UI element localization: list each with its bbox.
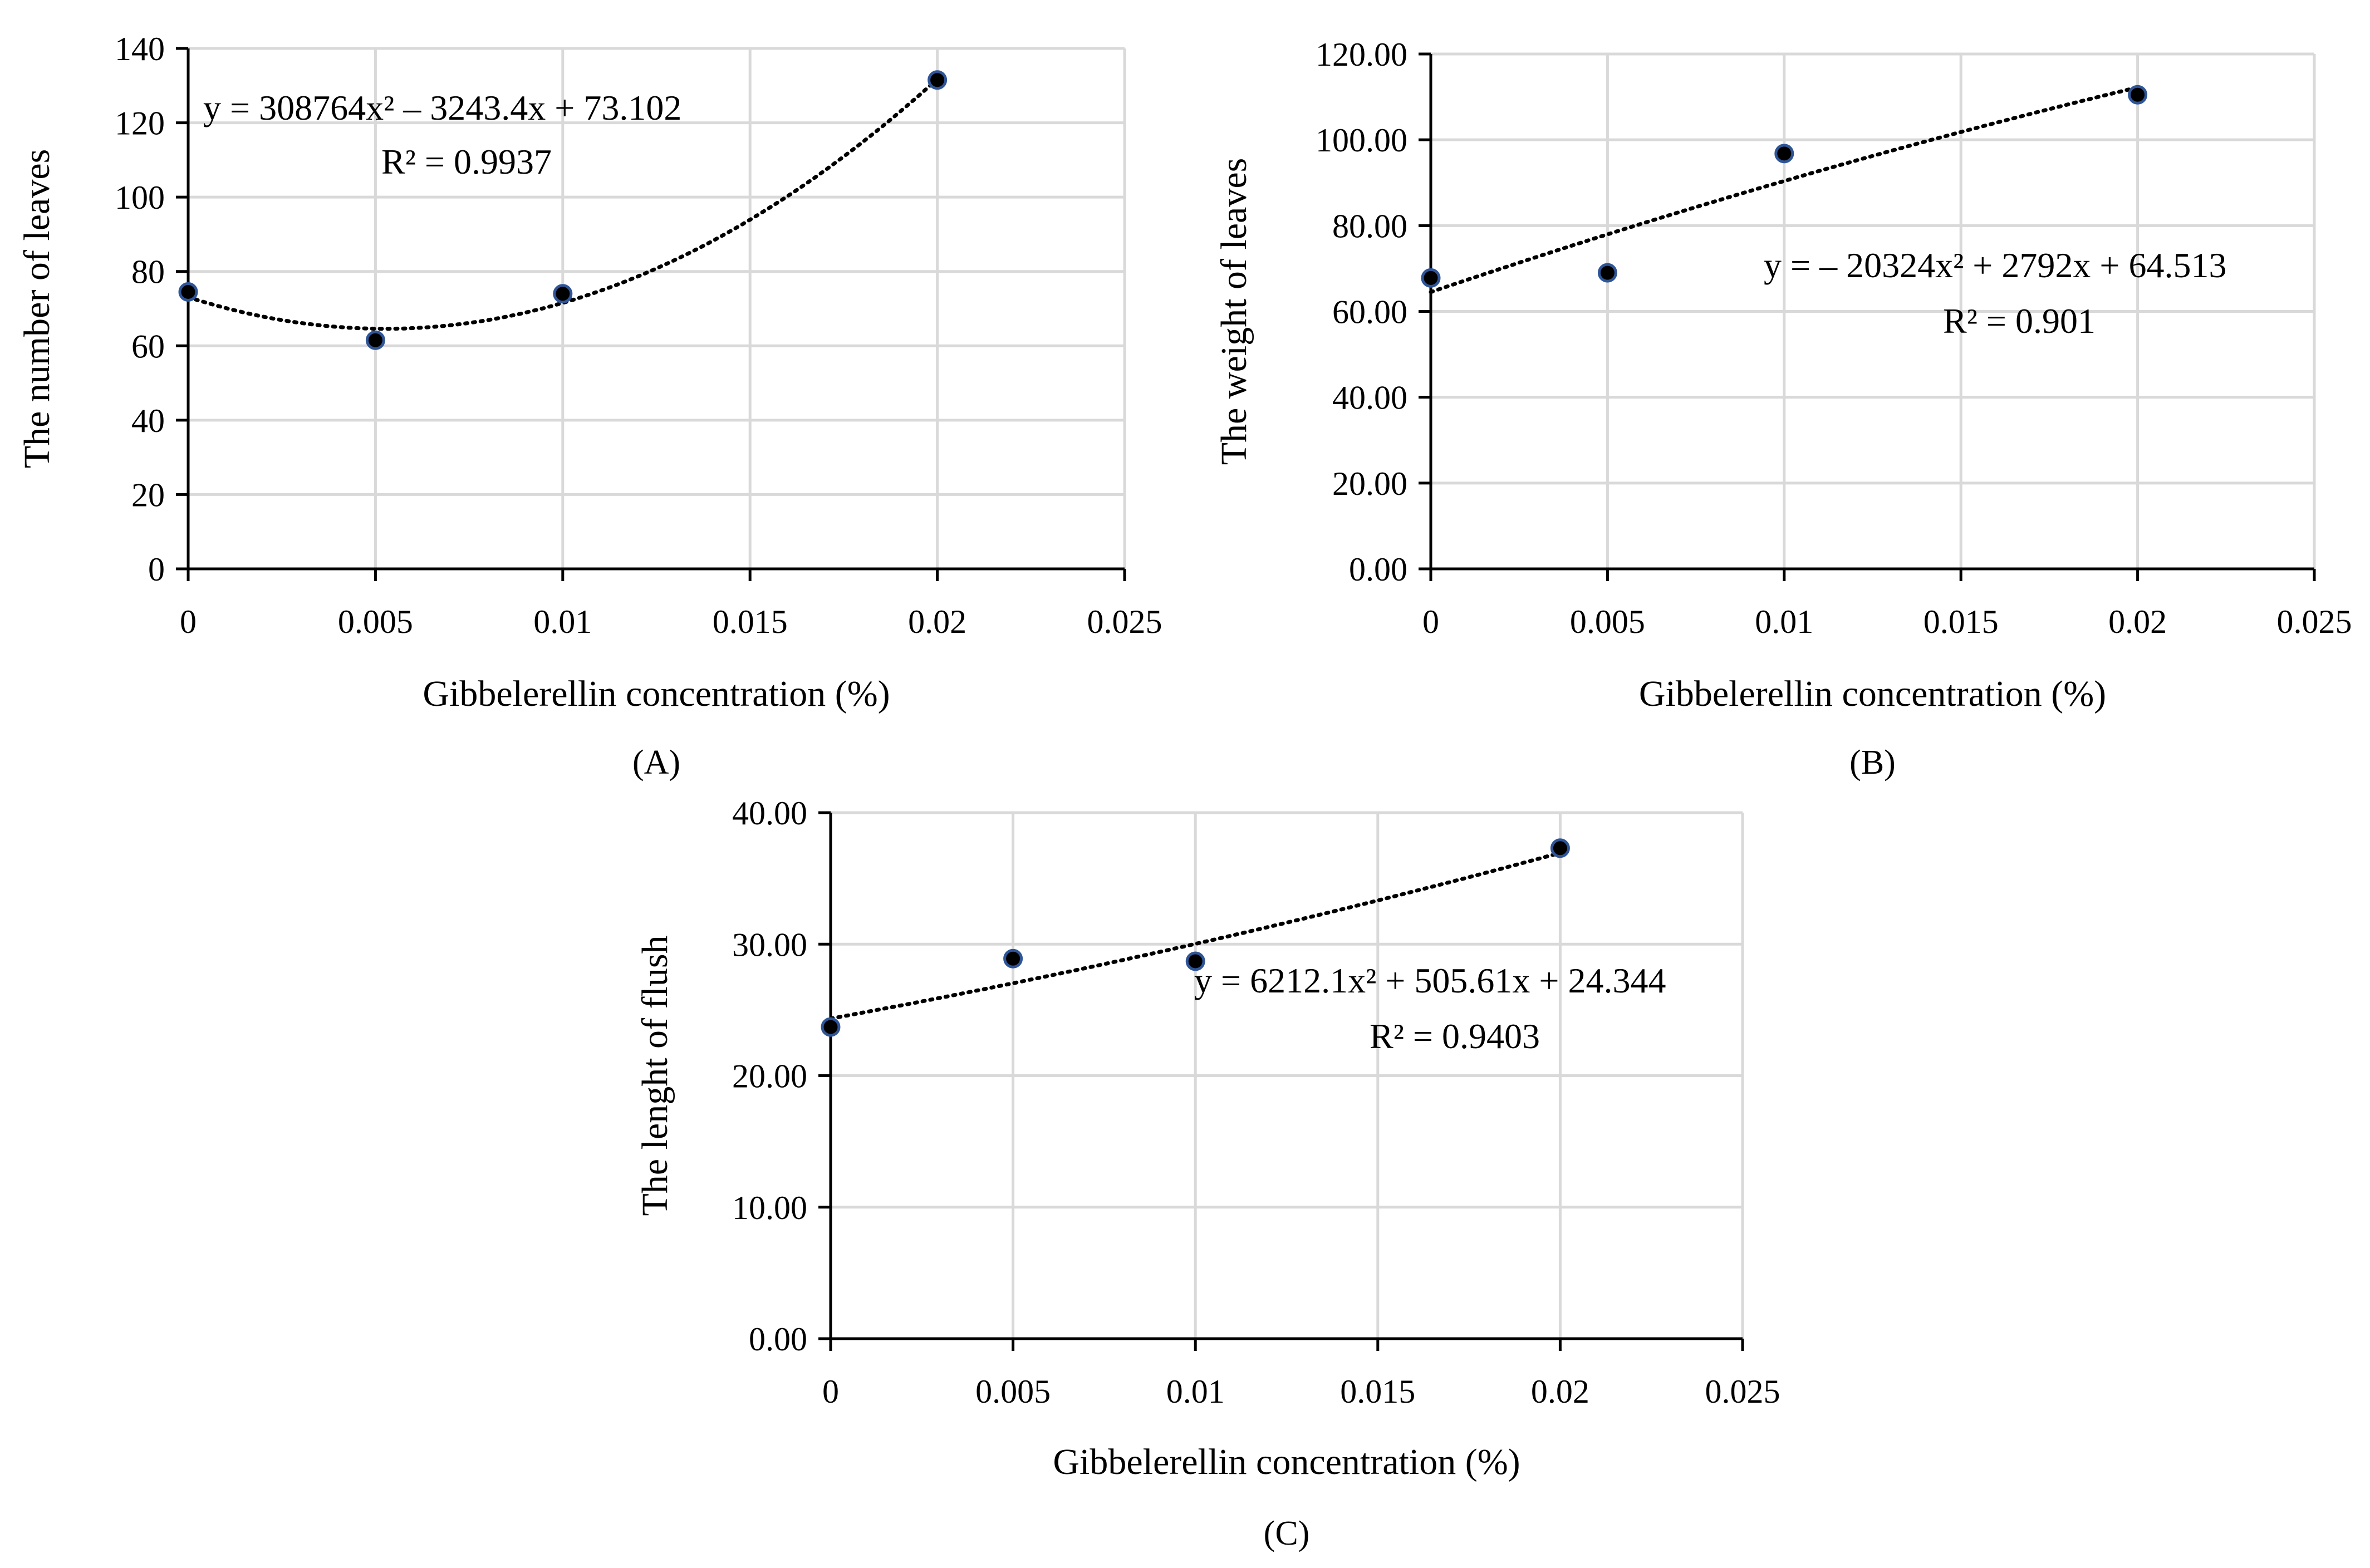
chart-c-ytick-label: 20.00: [732, 1058, 807, 1095]
chart-c-point: [1185, 951, 1205, 971]
chart-b-point: [1597, 263, 1617, 283]
chart-b-xtick-label: 0.005: [1570, 603, 1645, 640]
chart-a-x-axis-title: Gibbelerellin concentration (%): [423, 674, 890, 714]
chart-c-r-squared: R² = 0.9403: [1370, 1016, 1540, 1056]
chart-c-panel-label: (C): [1264, 1515, 1310, 1552]
chart-a-point: [365, 330, 385, 350]
chart-c-xtick-label: 0.015: [1340, 1373, 1415, 1410]
chart-c-xtick-label: 0.005: [975, 1373, 1051, 1410]
chart-c-ytick-label: 10.00: [732, 1189, 807, 1226]
chart-b-y-axis-title: The weight of leaves: [1214, 158, 1254, 465]
chart-b-xtick-label: 0.025: [2277, 603, 2352, 640]
chart-b: 0 0.005 0.01 0.015 0.02 0.025 0.00 20.00 40.00 60…: [1214, 36, 2352, 781]
chart-a-xtick-label: 0.015: [713, 603, 788, 640]
chart-a-equation: y = 308764x² – 3243.4x + 73.102: [203, 88, 681, 127]
chart-b-ytick-label: 60.00: [1332, 294, 1407, 331]
chart-b-ytick-label: 100.00: [1316, 122, 1407, 159]
chart-c-x-axis-title: Gibbelerellin concentration (%): [1053, 1442, 1520, 1482]
chart-b-xtick-label: 0.015: [1924, 603, 1999, 640]
chart-c-trendline: [828, 851, 1562, 1021]
chart-c-point: [821, 1017, 841, 1037]
chart-b-ytick-label: 0.00: [1349, 551, 1407, 588]
chart-a-xtick-label: 0: [180, 603, 197, 640]
chart-a-ytick-label: 140: [115, 31, 165, 67]
chart-a-ytick-label: 0: [148, 551, 165, 588]
chart-b-r-squared: R² = 0.901: [1943, 301, 2096, 341]
chart-a-ytick-label: 60: [131, 328, 165, 365]
chart-a-point: [178, 282, 198, 302]
chart-c-y-axis-title: The lenght of flush: [635, 935, 675, 1216]
chart-a-ytick-label: 40: [131, 402, 165, 439]
chart-a-point: [928, 70, 948, 90]
chart-a-r-squared: R² = 0.9937: [381, 142, 552, 181]
chart-b-xtick-label: 0.01: [1755, 603, 1813, 640]
chart-b-ytick-label: 40.00: [1332, 380, 1407, 416]
chart-a: 0 0.005 0.01 0.015 0.02 0.025 0 20 40 60 80 100 120 1…: [17, 31, 1162, 781]
chart-c-ytick-label: 30.00: [732, 926, 807, 963]
chart-b-x-axis-title: Gibbelerellin concentration (%): [1639, 674, 2106, 714]
chart-a-xtick-label: 0.005: [338, 603, 413, 640]
chart-a-ytick-label: 100: [115, 179, 165, 216]
chart-a-xtick-label: 0.025: [1087, 603, 1162, 640]
chart-c-xtick-label: 0.02: [1531, 1373, 1589, 1410]
chart-b-ytick-label: 20.00: [1332, 465, 1407, 502]
chart-a-ytick-label: 80: [131, 254, 165, 291]
chart-b-ytick-label: 80.00: [1332, 208, 1407, 244]
chart-c-equation: y = 6212.1x² + 505.61x + 24.344: [1194, 961, 1666, 1000]
chart-c-ytick-label: 40.00: [732, 795, 807, 832]
chart-b-equation: y = – 20324x² + 2792x + 64.513: [1764, 245, 2226, 285]
chart-b-point: [2128, 85, 2148, 105]
chart-c: 0 0.005 0.01 0.015 0.02 0.025 0.00 10.00 20.00 30…: [635, 795, 1780, 1552]
chart-a-ytick-label: 120: [115, 105, 165, 142]
chart-a-xtick-label: 0.01: [533, 603, 592, 640]
chart-c-xtick-label: 0.01: [1166, 1373, 1225, 1410]
chart-b-xtick-label: 0.02: [2108, 603, 2167, 640]
chart-c-xtick-label: 0: [822, 1373, 839, 1410]
chart-c-ytick-label: 0.00: [749, 1321, 807, 1358]
chart-c-point: [1550, 838, 1570, 858]
chart-a-ytick-label: 20: [131, 476, 165, 513]
chart-a-point: [553, 284, 573, 304]
chart-b-xtick-label: 0: [1422, 603, 1439, 640]
chart-a-xtick-label: 0.02: [908, 603, 966, 640]
chart-b-ytick-label: 120.00: [1316, 36, 1407, 73]
chart-c-point: [1003, 948, 1023, 969]
chart-b-panel-label: (B): [1849, 744, 1896, 781]
chart-a-y-axis-title: The number of leaves: [17, 149, 57, 469]
chart-a-panel-label: (A): [632, 744, 680, 781]
chart-b-point: [1421, 268, 1441, 288]
chart-c-xtick-label: 0.025: [1705, 1373, 1780, 1410]
chart-b-trendline: [1429, 85, 2140, 294]
chart-b-point: [1774, 144, 1794, 164]
